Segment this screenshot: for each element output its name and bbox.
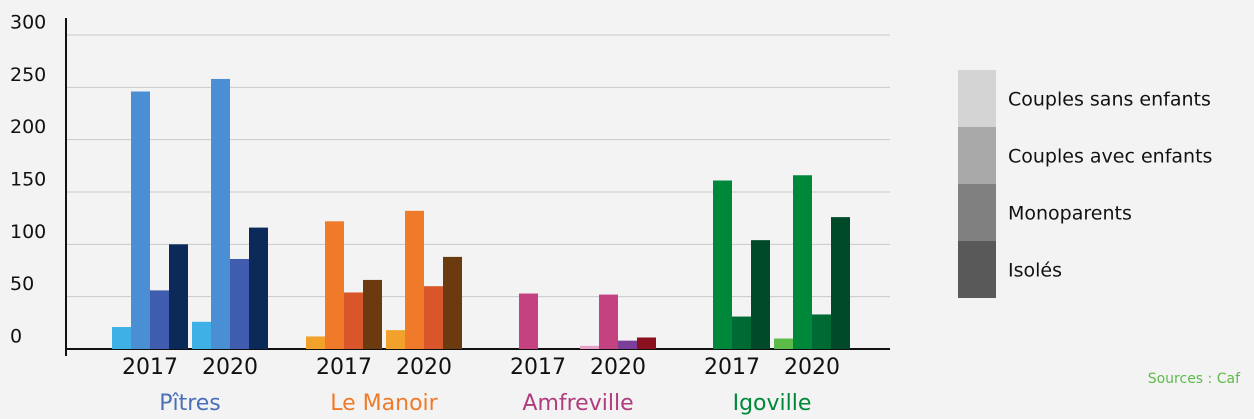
x-tick-label: 2020 bbox=[396, 355, 452, 380]
legend-swatch bbox=[958, 241, 996, 298]
bar bbox=[443, 256, 462, 349]
x-tick-label: 2017 bbox=[704, 355, 760, 380]
group-label: Amfreville bbox=[522, 391, 633, 416]
bar bbox=[112, 327, 131, 349]
legend-label: Isolés bbox=[1008, 260, 1062, 282]
source-note: Sources : Caf bbox=[1148, 371, 1241, 387]
group-label: Igoville bbox=[733, 391, 812, 416]
bar bbox=[774, 338, 793, 349]
bar bbox=[325, 221, 344, 349]
group-label: Le Manoir bbox=[330, 391, 438, 416]
x-tick-label: 2020 bbox=[784, 355, 840, 380]
y-tick-label: 0 bbox=[10, 326, 22, 348]
bar bbox=[363, 279, 382, 349]
x-tick-label: 2017 bbox=[122, 355, 178, 380]
bar bbox=[344, 292, 363, 349]
bar bbox=[751, 240, 770, 349]
bar bbox=[192, 321, 211, 349]
bar bbox=[618, 340, 637, 349]
legend-swatch bbox=[958, 70, 996, 127]
y-tick-label: 150 bbox=[10, 169, 46, 191]
y-tick-label: 300 bbox=[10, 12, 46, 34]
bar bbox=[599, 294, 618, 349]
bar bbox=[150, 290, 169, 349]
bar bbox=[637, 337, 656, 349]
bar bbox=[131, 91, 150, 350]
y-tick-label: 100 bbox=[10, 221, 46, 243]
bar bbox=[211, 78, 230, 350]
bar bbox=[230, 258, 249, 349]
legend-label: Couples avec enfants bbox=[1008, 146, 1212, 168]
bar bbox=[812, 314, 831, 349]
bar bbox=[249, 227, 268, 349]
legend-swatch bbox=[958, 184, 996, 241]
bar bbox=[580, 345, 599, 349]
legend-label: Couples sans enfants bbox=[1008, 89, 1211, 111]
x-tick-label: 2017 bbox=[510, 355, 566, 380]
bar bbox=[386, 330, 405, 349]
y-tick-label: 200 bbox=[10, 116, 46, 138]
legend-swatch bbox=[958, 127, 996, 184]
x-tick-label: 2017 bbox=[316, 355, 372, 380]
legend-label: Monoparents bbox=[1008, 203, 1132, 225]
bar bbox=[831, 217, 850, 349]
x-tick-label: 2020 bbox=[202, 355, 258, 380]
bar bbox=[793, 175, 812, 349]
group-label: Pîtres bbox=[159, 391, 221, 416]
bar bbox=[713, 180, 732, 349]
y-tick-label: 250 bbox=[10, 64, 46, 86]
x-tick-label: 2020 bbox=[590, 355, 646, 380]
bar bbox=[306, 336, 325, 349]
y-tick-label: 50 bbox=[10, 273, 34, 295]
bar bbox=[519, 293, 538, 349]
bar bbox=[732, 316, 751, 349]
bar bbox=[405, 210, 424, 349]
bar bbox=[424, 286, 443, 349]
bar bbox=[169, 244, 188, 349]
